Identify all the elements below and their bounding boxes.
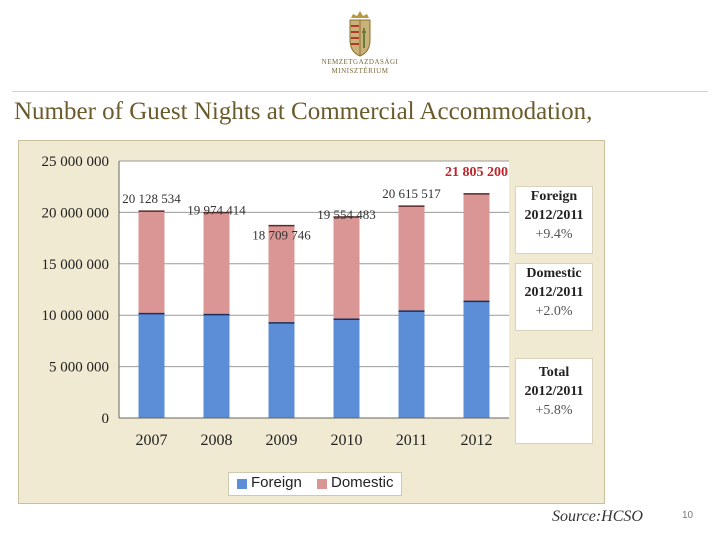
source-note: Source:HCSO — [552, 508, 643, 525]
total-change-box: Total 2012/2011 +5.8% — [515, 358, 593, 444]
total-data-label: 21 805 200 — [445, 165, 508, 180]
logo-text-line2: MINISZTÉRIUM — [331, 67, 389, 75]
plot-area — [119, 161, 509, 418]
domestic-box-period: 2012/2011 — [524, 285, 584, 300]
chart-legend: Foreign Domestic — [228, 472, 402, 496]
ministry-logo: NEMZETGAZDASÁGI MINISZTÉRIUM — [310, 8, 410, 100]
total-data-label: 19 554 483 — [317, 207, 376, 222]
foreign-box-label: Foreign — [530, 189, 578, 204]
x-tick-label: 2009 — [266, 432, 298, 449]
foreign-box-period: 2012/2011 — [524, 208, 584, 223]
bar-domestic — [203, 212, 230, 315]
y-tick-label: 10 000 000 — [42, 308, 110, 324]
x-tick-label: 2008 — [201, 432, 233, 449]
y-tick-label: 15 000 000 — [42, 257, 110, 273]
bar-foreign — [463, 301, 490, 418]
domestic-box-label: Domestic — [526, 266, 582, 281]
bar-domestic — [398, 206, 425, 312]
y-tick-label: 25 000 000 — [42, 154, 110, 170]
coat-of-arms-icon — [349, 11, 371, 57]
y-tick-label: 5 000 000 — [49, 360, 109, 376]
bar-domestic — [268, 225, 295, 323]
x-tick-label: 2012 — [461, 432, 493, 449]
total-data-label: 20 615 517 — [382, 186, 441, 201]
total-box-label: Total — [538, 365, 570, 380]
x-tick-label: 2011 — [396, 432, 427, 449]
bar-foreign — [138, 313, 165, 418]
bar-domestic — [333, 216, 360, 320]
bar-domestic — [138, 211, 165, 314]
domestic-box-change: +2.0% — [535, 304, 573, 319]
legend-label-foreign: Foreign — [251, 474, 302, 491]
total-box-period: 2012/2011 — [524, 384, 584, 399]
bar-chart: 25 000 000 20 000 000 15 000 000 10 000 000… — [42, 154, 509, 449]
chart-panel: 25 000 000 20 000 000 15 000 000 10 000 000… — [18, 140, 605, 504]
bar-foreign — [333, 319, 360, 418]
logo-text-line1: NEMZETGAZDASÁGI — [321, 58, 399, 66]
total-box-change: +5.8% — [535, 403, 573, 418]
legend-label-domestic: Domestic — [331, 474, 394, 491]
y-tick-label: 0 — [102, 411, 110, 427]
foreign-box-change: +9.4% — [535, 227, 573, 242]
bar-domestic — [463, 193, 490, 302]
bar-foreign — [268, 322, 295, 418]
y-tick-label: 20 000 000 — [42, 205, 110, 221]
bar-foreign — [398, 311, 425, 418]
header-divider — [12, 91, 708, 92]
total-data-label: 20 128 534 — [122, 191, 181, 206]
total-data-label: 18 709 746 — [252, 228, 311, 243]
x-tick-label: 2010 — [331, 432, 363, 449]
foreign-change-box: Foreign 2012/2011 +9.4% — [515, 186, 593, 254]
domestic-change-box: Domestic 2012/2011 +2.0% — [515, 263, 593, 331]
page-number: 10 — [682, 510, 694, 521]
legend-swatch-foreign — [237, 479, 247, 489]
total-data-label: 19 974 414 — [187, 203, 246, 218]
legend-swatch-domestic — [317, 479, 327, 489]
x-tick-label: 2007 — [136, 432, 168, 449]
bar-foreign — [203, 314, 230, 418]
page-title: Number of Guest Nights at Commercial Acc… — [14, 98, 593, 125]
